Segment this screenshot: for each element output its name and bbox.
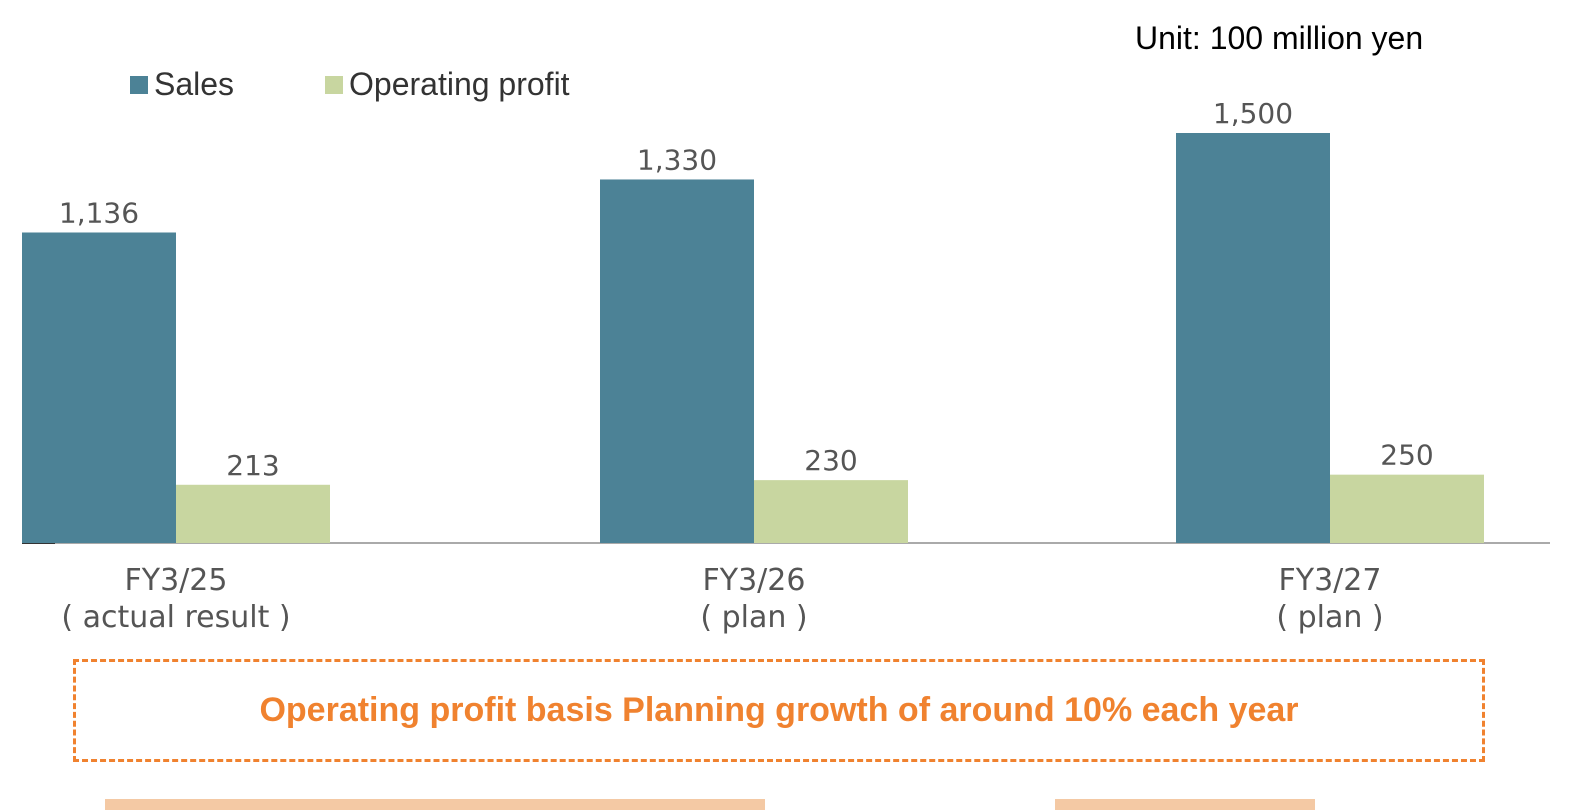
bar-sales-2 [600,179,754,543]
data-label-sales-3: 1,500 [1213,97,1293,130]
x-tick-label-2-line-1: FY3/26 [703,563,806,598]
bar-operating-profit-1 [176,484,330,543]
legend-item-sales: Sales [130,66,234,103]
legend-item-operating-profit: Operating profit [325,66,570,103]
x-tick-label-2-line-2: ( plan ) [700,600,807,635]
bar-operating-profit-2 [754,480,908,543]
legend-swatch-sales [130,75,148,94]
legend-swatch-operating-profit [325,75,343,94]
data-label-operating-profit-2: 230 [804,444,857,477]
callout-text: Operating profit basis Planning growth o… [259,691,1299,729]
callout-box: Operating profit basis Planning growth o… [73,659,1485,762]
bar-sales-3 [1176,133,1330,543]
cut-off-text-strip [105,796,1355,810]
bar-operating-profit-3 [1330,474,1484,543]
legend-label-operating-profit: Operating profit [349,66,570,102]
bar-chart: 1,136 213 FY3/25( actual result ) 1,330 230 F… [22,97,1550,635]
bar-sales-1 [22,232,176,543]
data-label-operating-profit-3: 250 [1380,439,1433,472]
x-tick-label-3-line-1: FY3/27 [1279,563,1382,598]
legend-label-sales: Sales [154,66,235,102]
x-tick-label-1-line-2: ( actual result ) [61,600,290,635]
unit-label: Unit: 100 million yen [1135,20,1424,56]
data-label-sales-2: 1,330 [637,143,717,176]
data-label-operating-profit-1: 213 [226,449,279,482]
data-label-sales-1: 1,136 [59,196,139,229]
x-tick-label-1-line-1: FY3/25 [125,563,228,598]
x-tick-label-3-line-2: ( plan ) [1276,600,1383,635]
